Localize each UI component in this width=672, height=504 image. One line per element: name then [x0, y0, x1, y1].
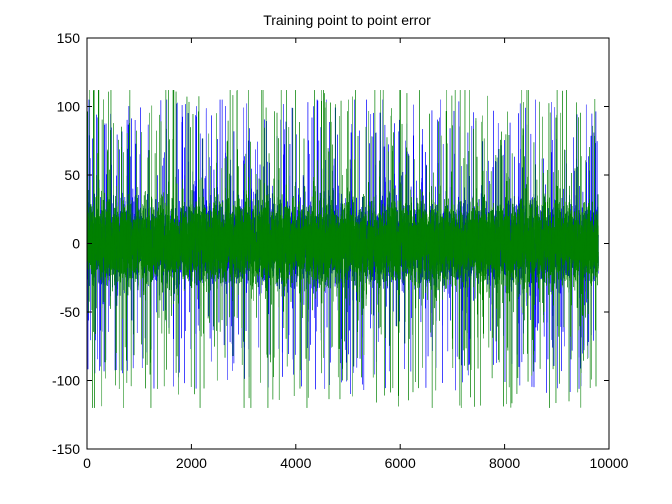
x-tick-label: 2000	[176, 455, 207, 471]
chart-title: Training point to point error	[263, 12, 431, 28]
y-tick-label: 0	[72, 236, 80, 252]
y-tick-label: -50	[60, 304, 80, 320]
x-tick-label: 10000	[590, 455, 629, 471]
y-tick-label: 150	[57, 30, 81, 46]
x-tick-label: 8000	[489, 455, 520, 471]
ticks-layer: 0 2000 4000 6000 8000 10000 -150 -100 -50 0 50 100 1…	[52, 30, 629, 471]
y-tick-label: 100	[57, 99, 81, 115]
y-tick-label: -100	[52, 373, 80, 389]
y-tick-label: 50	[64, 167, 80, 183]
x-tick-label: 6000	[385, 455, 416, 471]
series-layer	[86, 90, 599, 408]
series-line-2	[86, 90, 599, 408]
x-tick-label: 4000	[280, 455, 311, 471]
x-tick-label: 0	[83, 455, 91, 471]
y-tick-label: -150	[52, 441, 80, 457]
